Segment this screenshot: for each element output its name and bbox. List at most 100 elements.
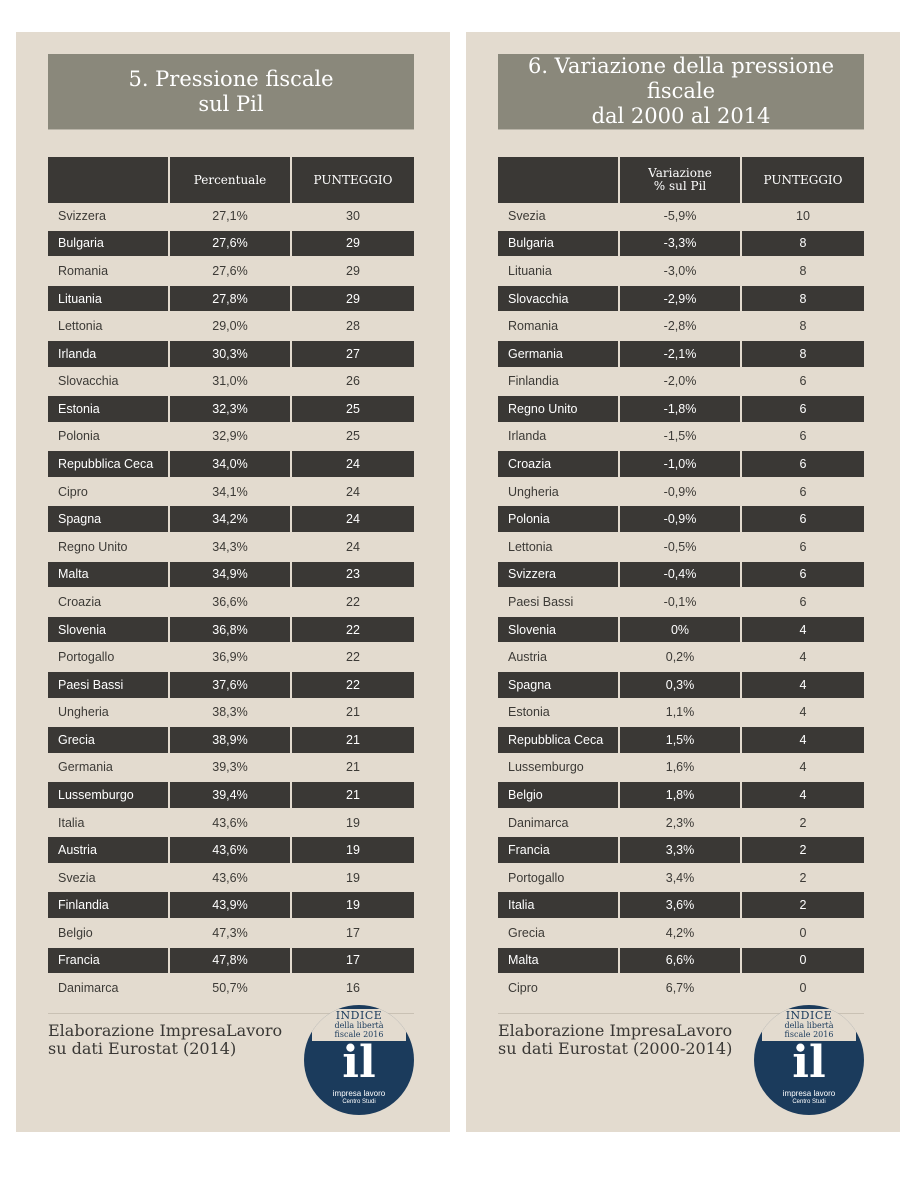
country-cell: Portogallo (58, 650, 115, 665)
country-cell: Polonia (498, 506, 618, 533)
value-cell: 1,1% (665, 705, 695, 720)
logo-brand-name: impresa lavoro (332, 1089, 386, 1098)
score-cell: 28 (346, 319, 360, 334)
score-cell: 21 (346, 705, 360, 720)
table-row: Lettonia -0,5% 6 (498, 534, 864, 560)
score-cell: 29 (346, 264, 360, 278)
table-row: Lussemburgo 39,4% 21 (48, 782, 414, 808)
country-cell: Malta (498, 947, 618, 974)
value-cell: -2,8% (663, 319, 697, 334)
value-cell: 36,6% (212, 594, 248, 609)
table-row: Polonia -0,9% 6 (498, 506, 864, 533)
title-line-1: 5. Pressione fiscale (128, 66, 334, 91)
table-row: Ungheria 38,3% 21 (48, 699, 414, 725)
value-cell: -0,5% (663, 539, 697, 554)
table-row: Germania -2,1% 8 (498, 340, 864, 367)
table-row: Danimarca 50,7% 16 (48, 975, 414, 1001)
indice-logo: INDICE della libertà fiscale 2016 il imp… (304, 1005, 414, 1115)
value-cell: 34,0% (170, 451, 290, 477)
logo-banner: INDICE della libertà fiscale 2016 (312, 1009, 406, 1041)
table-row: Svizzera 27,1% 30 (48, 203, 414, 229)
score-cell: 25 (292, 396, 414, 422)
score-cell: 24 (346, 484, 360, 499)
country-cell: Estonia (508, 705, 550, 720)
score-cell: 2 (742, 837, 864, 863)
country-cell: Spagna (498, 671, 618, 698)
value-cell: -1,5% (663, 429, 697, 444)
source-line-2: su dati Eurostat (2000-2014) (498, 1039, 733, 1058)
score-cell: 25 (346, 429, 360, 444)
country-cell: Slovacchia (498, 285, 618, 312)
table-row: Irlanda -1,5% 6 (498, 424, 864, 450)
header-country (498, 157, 618, 203)
country-cell: Austria (48, 837, 168, 863)
table-row: Slovenia 36,8% 22 (48, 616, 414, 643)
score-cell: 6 (799, 429, 807, 444)
logo-mark: il (342, 1037, 376, 1088)
table-row: Lussemburgo 1,6% 4 (498, 755, 864, 781)
table-row: Bulgaria 27,6% 29 (48, 230, 414, 257)
value-cell: 47,3% (212, 925, 248, 940)
source-note: Elaborazione ImpresaLavoro su dati Euros… (48, 1022, 282, 1058)
value-cell: 34,1% (212, 484, 248, 499)
value-cell: 0,2% (665, 650, 695, 665)
value-cell: 32,9% (212, 429, 248, 444)
score-cell: 6 (799, 539, 807, 554)
header-punteggio: PUNTEGGIO (292, 157, 414, 203)
country-cell: Romania (58, 264, 109, 278)
value-cell: 27,6% (170, 230, 290, 257)
country-cell: Irlanda (48, 340, 168, 367)
table-row: Malta 6,6% 0 (498, 947, 864, 974)
score-cell: 6 (742, 561, 864, 588)
logo-banner-top: INDICE (785, 1009, 833, 1022)
logo-banner-line-2: fiscale 2016 (334, 1030, 384, 1039)
value-cell: -3,0% (663, 264, 697, 278)
value-cell: 2,3% (665, 815, 695, 830)
value-cell: 34,3% (212, 539, 248, 554)
score-cell: 22 (292, 671, 414, 698)
table-row: Slovacchia -2,9% 8 (498, 285, 864, 312)
country-cell: Polonia (58, 429, 100, 444)
panel-pressione-fiscale: 5. Pressione fiscale sul Pil Percentuale… (16, 32, 450, 1132)
country-cell: Estonia (48, 396, 168, 422)
country-cell: Croazia (498, 451, 618, 477)
score-cell: 6 (799, 374, 807, 389)
value-cell: 1,5% (620, 726, 740, 753)
country-cell: Francia (498, 837, 618, 863)
score-cell: 19 (292, 837, 414, 863)
score-cell: 27 (292, 340, 414, 367)
score-cell: 10 (796, 208, 810, 223)
value-cell: 34,2% (170, 506, 290, 533)
country-cell: Danimarca (508, 815, 569, 830)
table-row: Finlandia -2,0% 6 (498, 368, 864, 394)
value-cell: 29,0% (212, 319, 248, 334)
table-row: Finlandia 43,9% 19 (48, 892, 414, 919)
value-cell: -1,8% (620, 396, 740, 422)
value-cell: -0,9% (663, 484, 697, 499)
logo-mark: il (792, 1037, 826, 1088)
score-cell: 0 (799, 981, 807, 996)
score-cell: 4 (742, 616, 864, 643)
score-cell: 21 (292, 782, 414, 808)
country-cell: Spagna (48, 506, 168, 533)
score-cell: 8 (799, 264, 807, 278)
score-cell: 22 (292, 616, 414, 643)
score-cell: 24 (292, 506, 414, 533)
table-row: Svezia 43,6% 19 (48, 865, 414, 891)
score-cell: 6 (742, 396, 864, 422)
value-cell: 30,3% (170, 340, 290, 367)
country-cell: Lettonia (58, 319, 103, 334)
value-cell: 27,6% (212, 264, 248, 278)
title-line-2: dal 2000 al 2014 (591, 104, 771, 128)
table-row: Regno Unito 34,3% 24 (48, 534, 414, 560)
table-row: Portogallo 36,9% 22 (48, 644, 414, 670)
value-cell: 1,8% (620, 782, 740, 808)
score-cell: 0 (742, 947, 864, 974)
country-cell: Ungheria (58, 705, 109, 720)
country-cell: Danimarca (58, 981, 119, 996)
score-cell: 16 (346, 981, 360, 996)
table-row: Portogallo 3,4% 2 (498, 865, 864, 891)
table-row: Lituania -3,0% 8 (498, 258, 864, 284)
value-cell: 3,6% (620, 892, 740, 919)
header-country (48, 157, 168, 203)
